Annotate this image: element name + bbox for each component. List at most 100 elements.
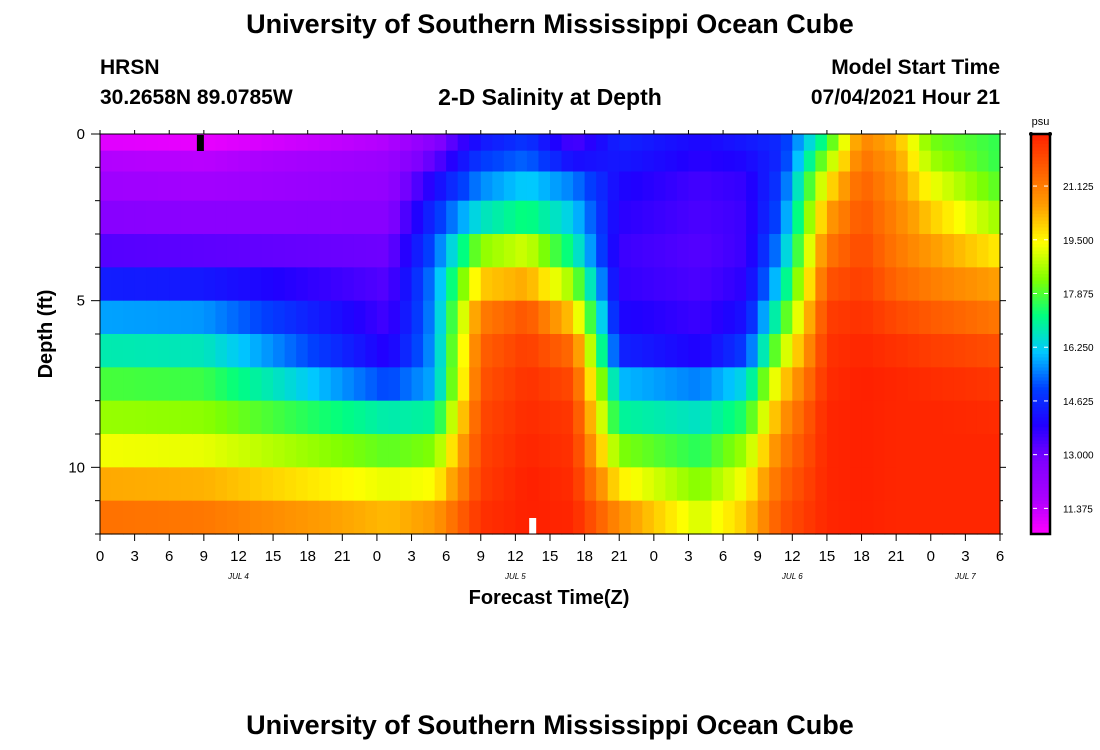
colorbar-segment [1031, 404, 1050, 408]
heatmap-cell [573, 434, 586, 468]
heatmap-cell [319, 500, 332, 535]
heatmap-cell [665, 134, 678, 152]
heatmap-cell [861, 234, 874, 268]
heatmap-cell [838, 434, 851, 468]
heatmap-cell [342, 267, 355, 302]
heatmap-cell [111, 267, 124, 302]
heatmap-cell [365, 300, 378, 335]
colorbar-tick-label: 13.000 [1063, 451, 1094, 462]
heatmap-cell [411, 267, 424, 302]
heatmap-cell [261, 367, 274, 402]
heatmap-cell [976, 500, 990, 535]
colorbar-segment [1031, 464, 1050, 468]
heatmap-cell [180, 367, 193, 402]
colorbar-segment [1031, 154, 1050, 158]
chart-title: 2-D Salinity at Depth [438, 84, 662, 110]
colorbar-tick-label: 16.250 [1063, 343, 1094, 354]
heatmap-cell [653, 267, 666, 302]
heatmap-cell [676, 500, 690, 535]
heatmap-cell [400, 367, 413, 402]
heatmap-cell [423, 334, 436, 368]
colorbar-segment [1031, 264, 1050, 268]
heatmap-cell [688, 267, 701, 302]
heatmap-cell [111, 234, 124, 268]
heatmap-cell [342, 200, 355, 235]
colorbar-segment [1031, 434, 1050, 438]
model-start-label: Model Start Time [831, 56, 1000, 79]
heatmap-cell [353, 434, 366, 468]
colorbar-segment [1031, 364, 1050, 368]
heatmap-cell [826, 134, 840, 152]
heatmap-cell [919, 334, 932, 368]
heatmap-cell [584, 267, 597, 302]
heatmap-cell [688, 134, 701, 152]
heatmap-cell [400, 200, 413, 235]
heatmap-cell [284, 300, 297, 335]
colorbar-segment [1031, 357, 1050, 362]
heatmap-cell [838, 334, 851, 368]
heatmap-cell [665, 234, 678, 268]
heatmap-cell [203, 334, 216, 368]
heatmap-cell [953, 434, 966, 468]
heatmap-cell [342, 467, 355, 502]
heatmap-cell [319, 434, 332, 468]
heatmap-cell [353, 150, 366, 173]
heatmap-cell [515, 367, 528, 402]
colorbar-segment [1031, 304, 1050, 308]
heatmap-cell [573, 234, 586, 268]
heatmap-cell [180, 434, 193, 468]
heatmap-cell [434, 467, 447, 502]
heatmap-cell [157, 171, 170, 202]
heatmap-cell [619, 300, 632, 335]
heatmap-cell [642, 500, 655, 535]
heatmap-cell [503, 234, 516, 268]
heatmap-cell [919, 467, 932, 502]
heatmap-cell [169, 434, 182, 468]
heatmap-cell [942, 171, 955, 202]
heatmap-cell [907, 434, 920, 468]
y-tick-label: 10 [68, 459, 85, 476]
heatmap-cell [700, 234, 713, 268]
heatmap-cell [642, 150, 655, 173]
heatmap-cell [261, 467, 274, 502]
heatmap-cell [273, 134, 286, 152]
heatmap-cell [157, 234, 170, 268]
heatmap-cell [688, 434, 701, 468]
heatmap-cell [953, 134, 966, 152]
heatmap-cell [780, 500, 793, 535]
heatmap-cell [838, 234, 851, 268]
heatmap-cell [665, 267, 678, 302]
heatmap-cell [965, 367, 978, 402]
heatmap-cell [942, 200, 955, 235]
heatmap-cell [342, 400, 355, 435]
colorbar-segment [1031, 334, 1050, 338]
heatmap-cell [192, 234, 205, 268]
heatmap-cell [769, 334, 782, 368]
colorbar-segment [1031, 437, 1050, 442]
heatmap-cell [342, 334, 355, 368]
heatmap-cell [988, 500, 1001, 535]
heatmap-cell [850, 400, 863, 435]
heatmap-cell [250, 500, 263, 535]
heatmap-cell [803, 467, 816, 502]
heatmap-cell [400, 400, 413, 435]
heatmap-cell [907, 300, 920, 335]
heatmap-cell [688, 150, 701, 173]
heatmap-cell [734, 134, 747, 152]
heatmap-cell [134, 334, 147, 368]
heatmap-cell [169, 400, 182, 435]
heatmap-cell [111, 367, 124, 402]
heatmap-cell [757, 467, 770, 502]
heatmap-cell [780, 267, 793, 302]
heatmap-cell [284, 367, 297, 402]
heatmap-cell [192, 400, 205, 435]
heatmap-cell [711, 171, 724, 202]
heatmap-cell [746, 400, 759, 435]
heatmap-cell [734, 467, 747, 502]
heatmap-cell [538, 400, 551, 435]
heatmap-cell [296, 134, 309, 152]
heatmap-cell [284, 434, 297, 468]
heatmap-cell [630, 171, 643, 202]
heatmap-cell [526, 400, 540, 435]
heatmap-cell [250, 334, 263, 368]
